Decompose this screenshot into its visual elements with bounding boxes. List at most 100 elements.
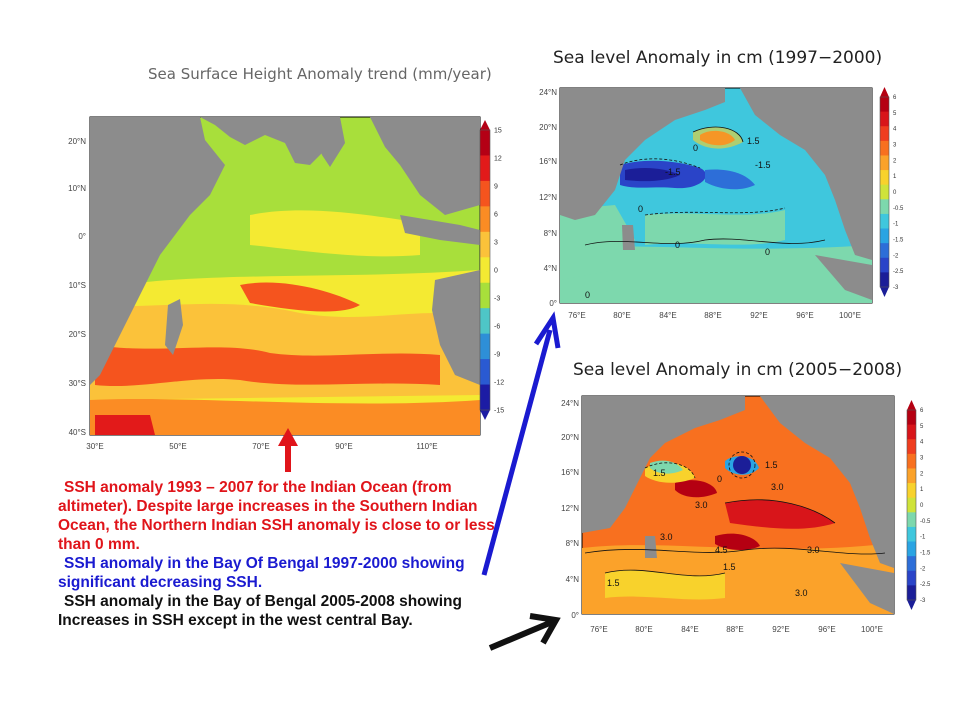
colorbar-tick-label: 6 xyxy=(920,408,924,414)
colorbar-top-cap xyxy=(880,87,889,97)
lat-label: 4°N xyxy=(566,575,580,584)
bob-2005-2008-lon-labels: 76°E 80°E 84°E 88°E 92°E 96°E 100°E xyxy=(590,625,883,634)
colorbar-tick-label: 6 xyxy=(893,95,897,101)
lon-label: 110°E xyxy=(416,442,437,451)
bob-1997-2000-title: Sea level Anomaly in cm (1997−2000) xyxy=(553,48,883,68)
black-arrow-shaft xyxy=(488,619,554,651)
colorbar-swatch xyxy=(907,410,916,426)
colorbar-tick-label: -2.5 xyxy=(893,269,904,275)
band-southern-red xyxy=(95,345,440,387)
colorbar-swatch xyxy=(480,206,490,233)
colorbar-swatch xyxy=(480,231,490,258)
colorbar-tick-label: -6 xyxy=(494,323,500,330)
lon-label: 100°E xyxy=(861,625,883,634)
colorbar-outline xyxy=(879,96,890,288)
lat-label: 0° xyxy=(78,232,86,241)
bob-1997-2000-panel: Sea level Anomaly in cm (1997−2000) 1.5 xyxy=(525,40,925,335)
colorbar-swatch xyxy=(480,180,490,207)
colorbar-swatch xyxy=(480,333,490,360)
contour-label: 0 xyxy=(765,247,770,257)
contour-label: 1.5 xyxy=(747,136,760,146)
colorbar-swatch xyxy=(880,140,889,156)
lon-label: 30°E xyxy=(86,442,103,451)
lat-label: 10°S xyxy=(69,281,86,290)
colorbar-tick-label: 15 xyxy=(494,127,502,134)
lat-label: 20°N xyxy=(561,433,579,442)
lat-label: 20°N xyxy=(539,123,557,132)
colorbar-swatch xyxy=(907,585,916,601)
colorbar-swatch xyxy=(880,213,889,230)
lat-label: 24°N xyxy=(561,399,579,408)
lat-label: 16°N xyxy=(561,468,579,477)
contour-label: 4.5 xyxy=(715,545,728,555)
band-equator-yellow xyxy=(250,210,420,257)
lon-label: 90°E xyxy=(335,442,352,451)
colorbar-tick-label: 1 xyxy=(920,487,924,493)
land-sri-lanka-c xyxy=(645,536,657,558)
lat-label: 20°N xyxy=(68,137,86,146)
contour-label: 1.5 xyxy=(653,468,666,478)
land-arabia-india xyxy=(200,117,330,165)
contour-label: 3.0 xyxy=(771,482,784,492)
colorbar-tick-label: -1.5 xyxy=(893,238,904,244)
colorbar-tick-label: -1 xyxy=(920,535,926,541)
indian-ocean-map-title: Sea Surface Height Anomaly trend (mm/yea… xyxy=(148,65,492,83)
lat-label: 12°N xyxy=(561,504,579,513)
region-sw-yellow xyxy=(605,570,725,600)
region-blue-eddy-core xyxy=(733,456,751,474)
colorbar-tick-label: 4 xyxy=(893,127,897,133)
colorbar-swatch xyxy=(880,199,889,215)
colorbar-tick-label: 4 xyxy=(920,440,924,446)
colorbar-top-cap xyxy=(480,120,490,130)
colorbar-bottom-cap xyxy=(880,287,889,297)
land-india-c xyxy=(582,396,745,533)
contour-label: 3.0 xyxy=(695,500,708,510)
lon-label: 92°E xyxy=(750,311,767,320)
colorbar-tick-label: -0.5 xyxy=(893,206,904,212)
colorbar-swatch xyxy=(480,359,490,386)
colorbar-tick-label: 3 xyxy=(893,143,897,149)
region-red-mid xyxy=(715,533,760,551)
lat-label: 24°N xyxy=(539,88,557,97)
lon-label: 84°E xyxy=(681,625,698,634)
bob-2005-2008-panel: Sea level Anomaly in cm (2005−2008) xyxy=(545,358,945,653)
colorbar-swatch xyxy=(907,570,916,586)
region-mid-light xyxy=(645,210,785,245)
contour-label: 0 xyxy=(693,143,698,153)
land-australia xyxy=(432,270,480,385)
contour-label: 3.0 xyxy=(795,588,808,598)
colorbar-tick-label: -9 xyxy=(494,351,500,358)
bob-1997-2000-map: 1.5 0 -1.5 0 0 0 0 -1.5 24°N 20°N 16°N 1… xyxy=(539,87,904,320)
region-yellow-top xyxy=(693,127,743,149)
colorbar-bottom-cap xyxy=(907,600,916,610)
land-indonesia xyxy=(400,215,480,245)
colorbar-swatch xyxy=(480,308,490,335)
colorbar-bottom-cap xyxy=(480,410,490,420)
lon-label: 100°E xyxy=(839,311,861,320)
colorbar-swatch xyxy=(907,468,916,484)
lat-label: 8°N xyxy=(544,229,558,238)
contour-label: 3.0 xyxy=(807,545,820,555)
lat-label: 12°N xyxy=(539,193,557,202)
colorbar-swatch xyxy=(880,155,889,171)
land-sumatra-b xyxy=(815,255,872,300)
colorbar-tick-label: -12 xyxy=(494,379,504,386)
lat-label: 8°N xyxy=(566,539,580,548)
colorbar-swatch xyxy=(880,97,889,113)
colorbar-swatch xyxy=(880,228,889,244)
contour-label: -1.5 xyxy=(755,160,771,170)
lon-label: 50°E xyxy=(169,442,186,451)
colorbar-swatch xyxy=(880,184,889,200)
lat-label: 10°N xyxy=(68,184,86,193)
band-mid-orange xyxy=(240,282,360,312)
colorbar-swatch xyxy=(480,257,490,284)
caption-bob-2005-2008: SSH anomaly in the Bay of Bengal 2005-20… xyxy=(58,593,462,629)
region-blue-east xyxy=(705,169,755,190)
land-madagascar xyxy=(165,299,183,355)
colorbar-tick-label: -3 xyxy=(494,295,500,302)
colorbar-swatch xyxy=(907,541,916,557)
colorbar-swatch xyxy=(880,170,889,186)
contour-label: 1.5 xyxy=(723,562,736,572)
lat-label: 30°S xyxy=(69,379,86,388)
contour-label: 3.0 xyxy=(660,532,673,542)
